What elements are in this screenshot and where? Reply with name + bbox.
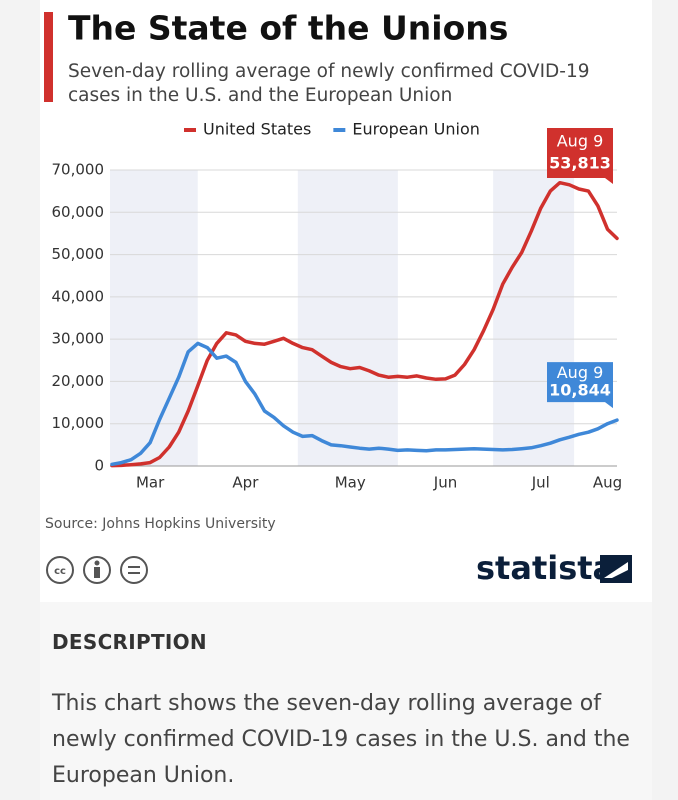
line <box>110 180 619 468</box>
x-tick-label: Jul <box>531 474 550 492</box>
y-tick-label: 60,000 <box>52 203 105 221</box>
value-label: 53,813 <box>549 154 611 173</box>
description-heading: DESCRIPTION <box>52 630 207 654</box>
y-tick-label: 0 <box>94 457 104 475</box>
y-tick-label: 40,000 <box>52 287 105 305</box>
x-tick-label: Mar <box>136 474 165 492</box>
svg-text:cc: cc <box>54 566 66 577</box>
x-tick-label: May <box>335 474 366 492</box>
value-label: 10,844 <box>549 380 611 399</box>
month-band <box>110 170 198 466</box>
line <box>110 341 619 467</box>
y-tick-label: 20,000 <box>52 372 105 390</box>
chart: The State of the Unions cc statista Sour… <box>44 9 632 587</box>
callout-date: Aug 9 <box>557 363 604 382</box>
legend-label: United States <box>203 120 311 139</box>
month-band <box>297 170 398 466</box>
x-tick-label: Apr <box>232 474 259 492</box>
y-tick-label: 10,000 <box>52 414 105 432</box>
callout-box <box>547 128 613 184</box>
description: DESCRIPTION This chart shows the seven-d… <box>40 602 652 800</box>
callout-box <box>547 362 613 409</box>
x-tick-label: Aug <box>593 474 622 492</box>
description-text: This chart shows the seven-day rolling a… <box>52 691 630 788</box>
month-band <box>493 170 575 466</box>
brand: statista <box>476 549 614 587</box>
x-tick-label: Jun <box>433 474 457 492</box>
title-accent <box>44 12 53 102</box>
y-tick-label: 50,000 <box>52 245 105 263</box>
source: Source: Johns Hopkins University <box>45 516 276 532</box>
legend-label: European Union <box>352 120 480 139</box>
y-tick-label: 70,000 <box>52 161 105 179</box>
chart-title: The State of the Unions <box>68 9 508 48</box>
cc-icons: cc <box>46 556 148 584</box>
y-tick-label: 30,000 <box>52 330 105 348</box>
chart-subtitle: Seven-day rolling average of newly confi… <box>68 61 590 106</box>
callout-date: Aug 9 <box>557 132 604 151</box>
brand-logo <box>600 555 632 583</box>
